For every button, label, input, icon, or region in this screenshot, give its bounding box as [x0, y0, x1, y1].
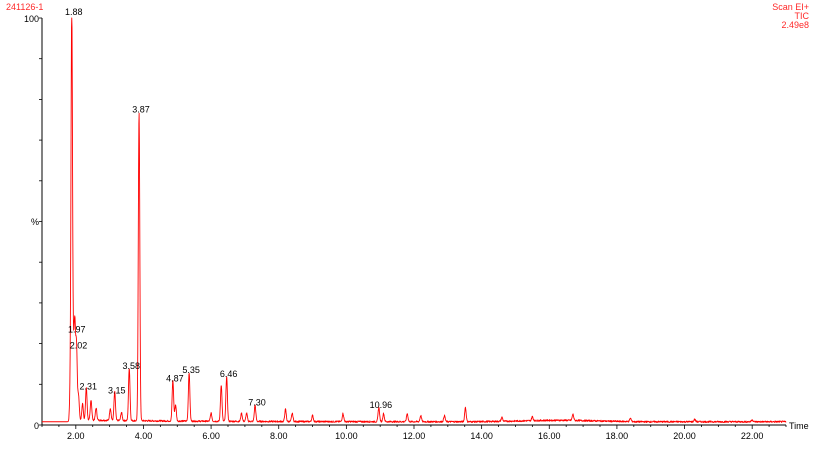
peak-label: 3.58 [122, 361, 140, 371]
peak-label: 2.31 [80, 381, 98, 391]
x-tick-label: 10.00 [335, 431, 358, 441]
x-tick-label: 22.00 [741, 431, 764, 441]
sample-id-label: 241126-1 [6, 2, 43, 12]
x-tick-label: 14.00 [470, 431, 493, 441]
peak-label: 10.96 [370, 400, 393, 410]
x-tick-label: 18.00 [606, 431, 629, 441]
peak-label: 1.88 [65, 7, 83, 17]
x-axis-ticks: 2.00 4.00 6.00 8.00 10.00 12.00 14.00 16.00 18.0… [41, 425, 787, 441]
x-axis-label: Time [789, 421, 809, 431]
peak-label: 1.97 [68, 324, 86, 334]
tic-trace-line [41, 17, 787, 423]
peak-label: 3.15 [108, 386, 126, 396]
y-axis-label: % [31, 217, 39, 227]
y-axis-ticks [39, 17, 42, 426]
peak-label: 4.87 [166, 373, 184, 383]
peak-label: 6.46 [220, 369, 238, 379]
x-tick-label: 6.00 [202, 431, 220, 441]
y-tick-label-100: 100 [24, 14, 39, 24]
y-tick-label-0: 0 [34, 421, 39, 431]
x-tick-label: 16.00 [538, 431, 561, 441]
trace-label: TIC [795, 11, 810, 21]
x-tick-label: 8.00 [270, 431, 288, 441]
scan-mode-label: Scan EI+ [772, 2, 809, 12]
peak-label: 5.35 [182, 365, 200, 375]
peak-label: 3.87 [132, 105, 150, 115]
peak-label: 2.02 [70, 341, 88, 351]
x-tick-label: 12.00 [403, 431, 426, 441]
peak-label: 7.30 [248, 398, 266, 408]
intensity-label: 2.49e8 [781, 20, 809, 30]
x-tick-label: 2.00 [67, 431, 85, 441]
x-tick-label: 4.00 [135, 431, 153, 441]
peak-labels: 1.88 1.97 2.02 2.31 3.15 3.58 3.87 4.875.35 6.46… [65, 7, 392, 410]
x-tick-label: 20.00 [673, 431, 696, 441]
